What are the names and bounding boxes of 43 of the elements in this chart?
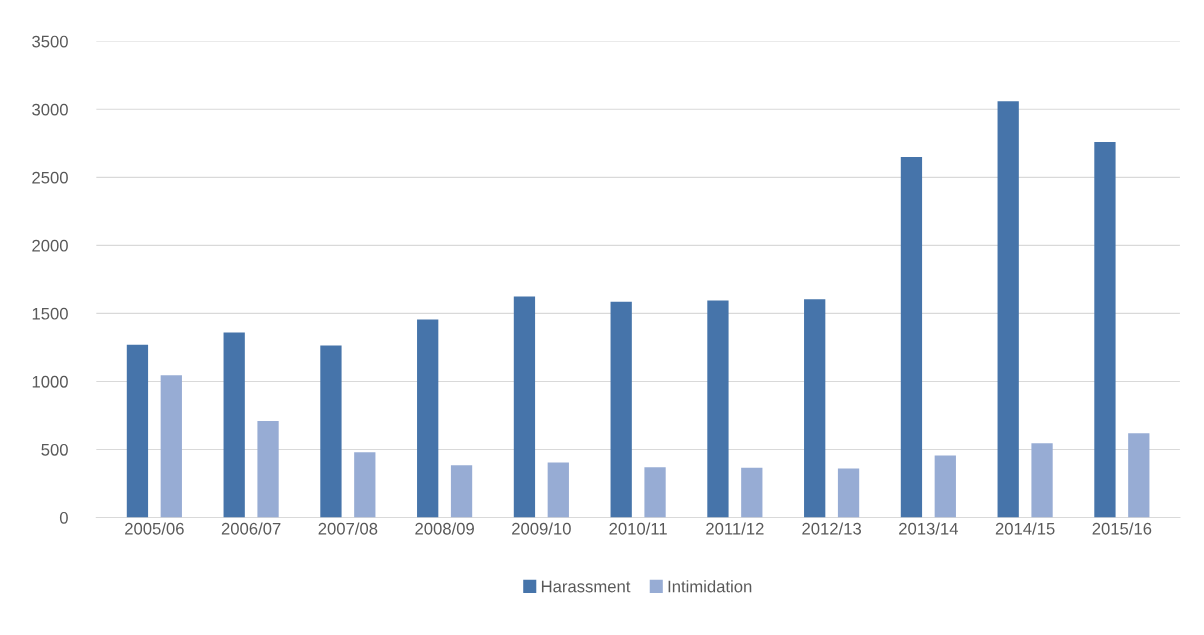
y-tick-label: 500	[41, 443, 68, 456]
x-tick-label: 2007/08	[318, 522, 378, 535]
bar	[804, 299, 826, 518]
bar	[1031, 443, 1053, 518]
bar	[513, 296, 536, 518]
x-tick-label: 2013/14	[899, 522, 959, 535]
bar	[257, 420, 279, 518]
bar	[126, 344, 149, 518]
y-tick-label: 1500	[32, 307, 68, 320]
bar	[160, 375, 182, 518]
x-tick-label: 2008/09	[415, 522, 474, 535]
x-tick-label: 2006/07	[221, 522, 281, 535]
bar	[547, 462, 569, 518]
legend-label: Harassment	[541, 580, 631, 593]
bar	[644, 467, 666, 518]
x-tick-label: 2015/16	[1092, 522, 1152, 535]
bar	[417, 319, 439, 518]
bar	[837, 468, 860, 518]
y-tick-label: 1000	[32, 375, 68, 388]
y-tick-label: 2500	[32, 171, 68, 184]
y-tick-label: 0	[59, 511, 68, 524]
bar	[900, 156, 923, 518]
x-tick-label: 2010/11	[609, 522, 667, 535]
bar	[354, 452, 376, 518]
bar	[1128, 433, 1150, 518]
bar	[934, 455, 956, 518]
x-tick-label: 2005/06	[125, 522, 184, 535]
bar	[450, 465, 473, 518]
x-tick-label: 2012/13	[802, 522, 862, 535]
y-tick-label: 2000	[32, 239, 68, 252]
bar	[610, 301, 632, 518]
y-tick-label: 3000	[32, 103, 68, 116]
x-tick-label: 2009/10	[512, 522, 571, 535]
legend-label: Intimidation	[668, 580, 752, 593]
bar	[1094, 141, 1116, 518]
y-tick-label: 3500	[32, 35, 68, 48]
bar	[741, 467, 763, 518]
bar	[997, 101, 1019, 518]
bar	[223, 332, 245, 518]
x-tick-label: 2011/12	[706, 522, 764, 535]
bar	[707, 300, 729, 518]
bar	[320, 345, 342, 518]
x-tick-label: 2014/15	[995, 522, 1055, 535]
